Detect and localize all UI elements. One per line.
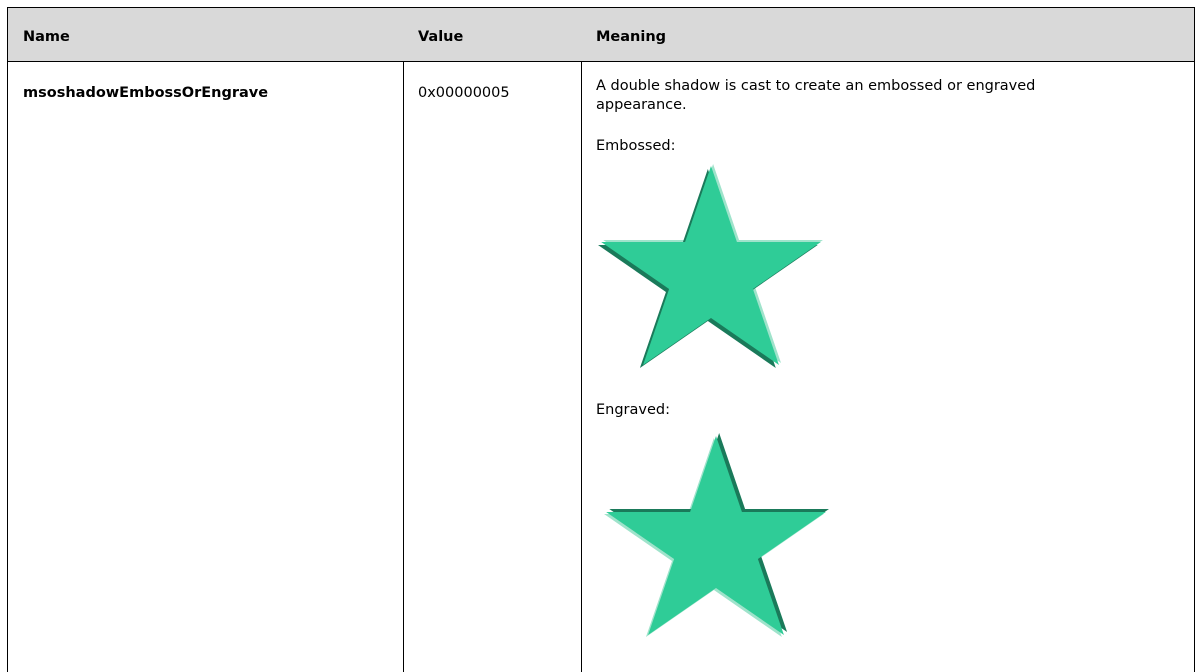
meaning-cell: A double shadow is cast to create an emb… [581, 62, 1195, 672]
header-text: Name [23, 29, 70, 45]
meaning-text: A double shadow is cast to create an emb… [596, 78, 1036, 113]
header-cell: Meaning [581, 7, 1195, 62]
header-text: Value [418, 29, 464, 45]
header-cell: Name [7, 7, 404, 62]
engraved-star [604, 433, 829, 637]
header-cell: Value [403, 7, 582, 62]
value-cell: 0x00000005 [403, 62, 582, 672]
name-text: msoshadowEmbossOrEngrave [23, 85, 269, 101]
embossed-star [598, 164, 823, 368]
engraved-label: Engraved: [596, 402, 670, 418]
embossed-label: Embossed: [596, 138, 676, 154]
value-text: 0x00000005 [418, 85, 510, 101]
name-cell: msoshadowEmbossOrEngrave [7, 62, 404, 672]
header-text: Meaning [596, 29, 667, 45]
